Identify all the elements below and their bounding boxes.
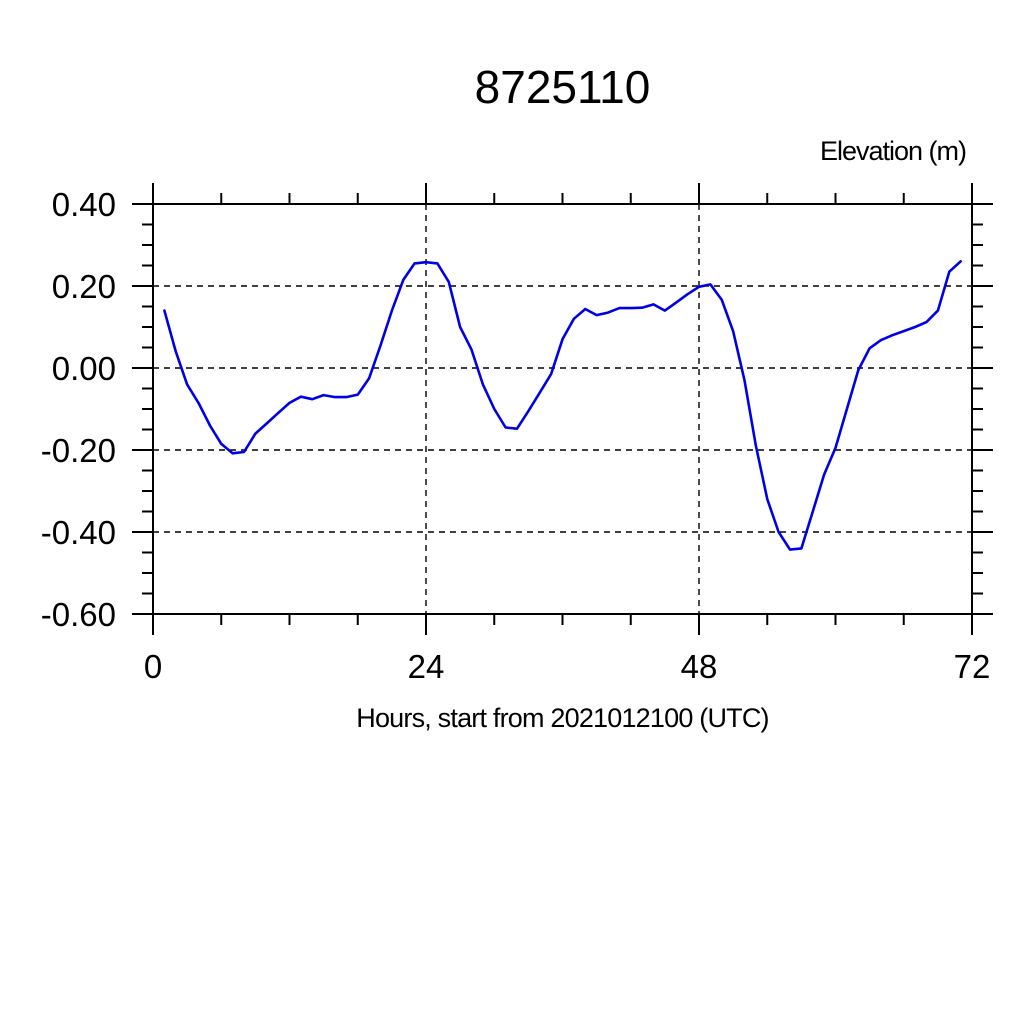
x-axis-label: Hours, start from 2021012100 (UTC) [356, 703, 769, 733]
x-tick-label: 72 [954, 648, 991, 685]
x-tick-label: 48 [681, 648, 718, 685]
y-tick-label: -0.60 [41, 596, 116, 633]
elevation-line [163, 260, 962, 551]
x-tick-label: 0 [144, 648, 162, 685]
y-tick-label: 0.20 [52, 268, 116, 305]
x-tick-label: 24 [408, 648, 445, 685]
y-axis-unit-label: Elevation (m) [819, 136, 967, 166]
y-tick-label: 0.40 [52, 186, 116, 223]
y-tick-label: -0.40 [41, 514, 116, 551]
axis-frame [152, 203, 973, 615]
y-tick-label: -0.20 [41, 432, 116, 469]
y-tick-label: 0.00 [52, 350, 116, 387]
chart-title: 8725110 [474, 61, 651, 113]
